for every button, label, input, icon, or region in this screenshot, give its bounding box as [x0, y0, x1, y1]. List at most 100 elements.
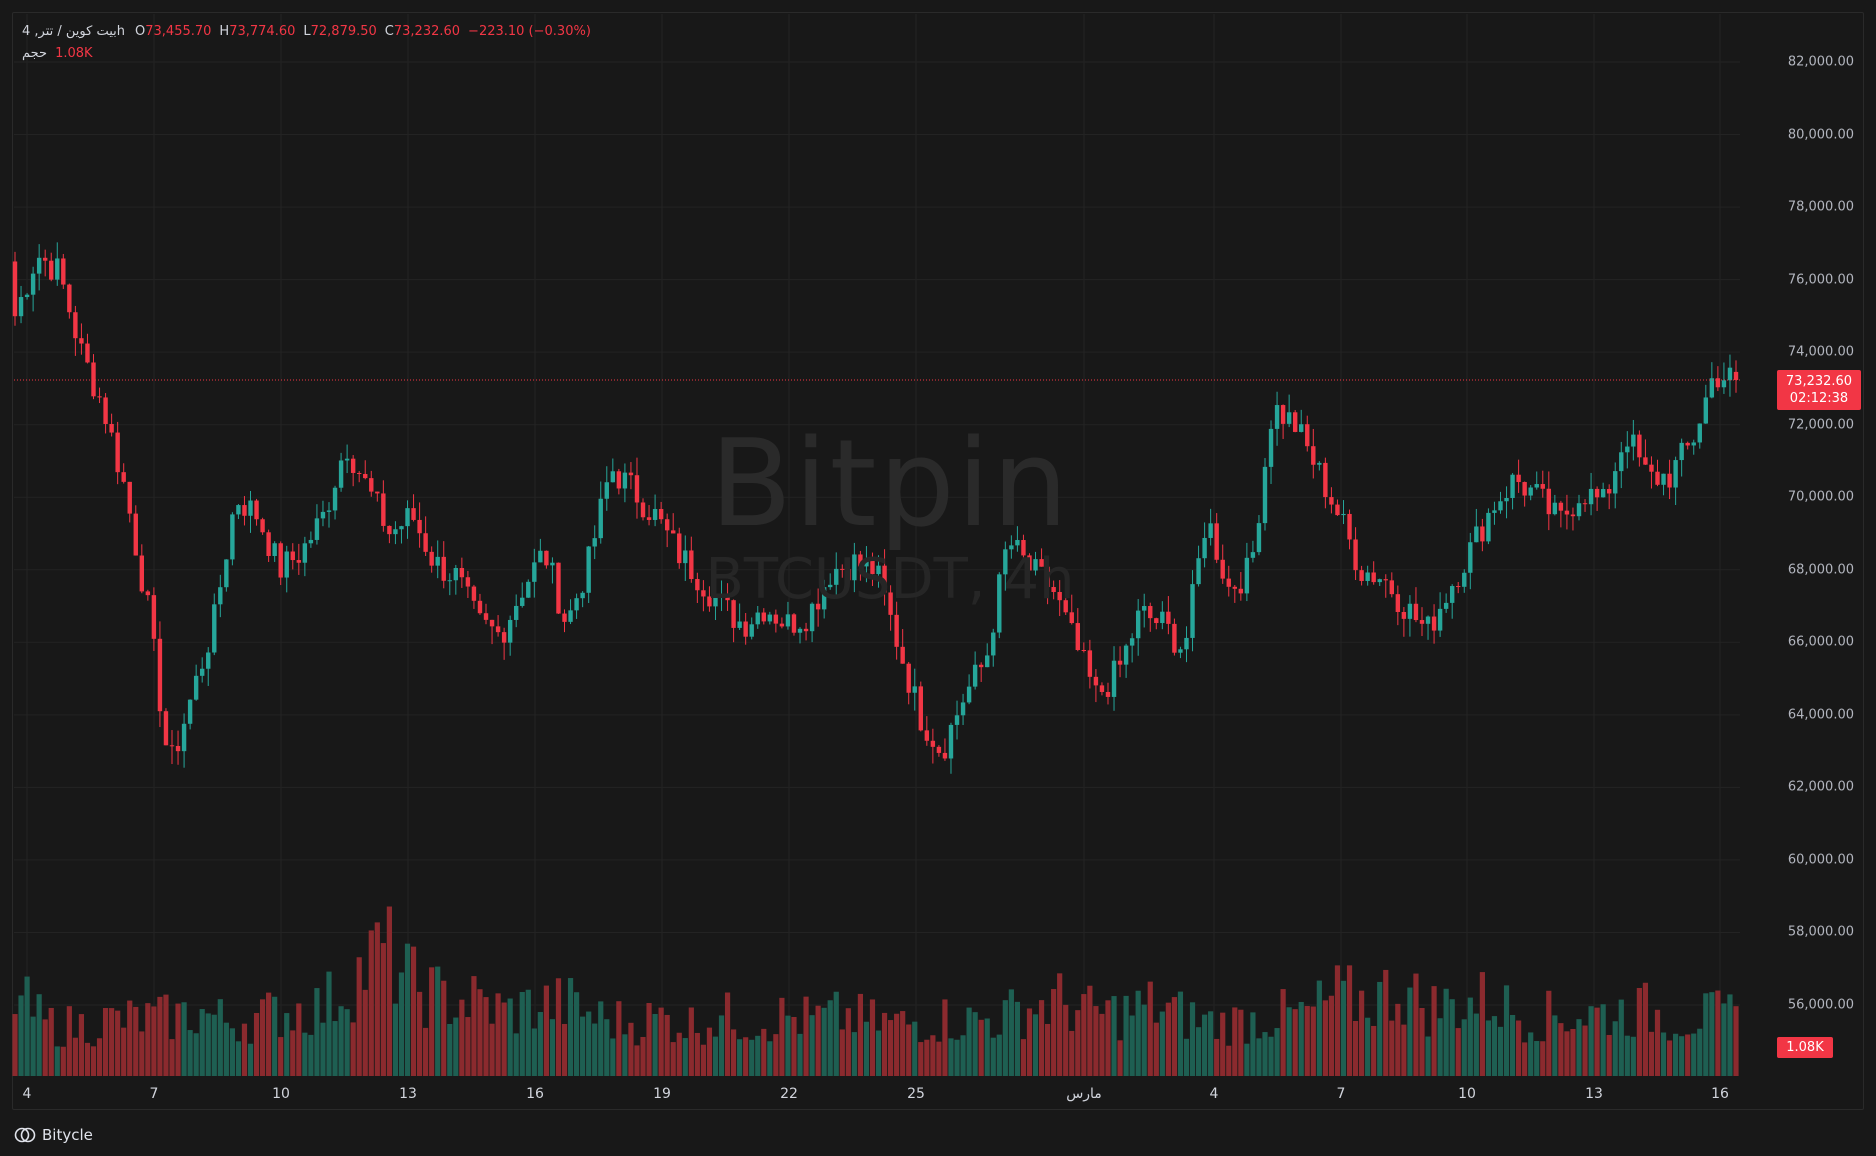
candle-body-down: [556, 562, 561, 614]
volume-bar-down: [670, 1042, 676, 1076]
volume-bar-up: [1727, 994, 1733, 1076]
candle-body-down: [1063, 600, 1068, 613]
current-volume-tag: 1.08K: [1777, 1037, 1833, 1058]
candle-body-down: [42, 257, 48, 261]
volume-bar-down: [465, 1017, 471, 1076]
candle-body-up: [1135, 610, 1141, 639]
volume-bar-down: [1431, 986, 1437, 1076]
volume-bar-down: [1038, 1000, 1045, 1076]
volume-bar-down: [1045, 1023, 1051, 1076]
volume-bar-down: [1383, 969, 1389, 1076]
volume-bar-up: [912, 1021, 918, 1076]
volume-bar-down: [1685, 1034, 1691, 1076]
candle-body-up: [344, 458, 350, 461]
candle-body-up: [1552, 502, 1558, 515]
candle-body-up: [598, 498, 603, 539]
footer-brand[interactable]: Bitycle: [14, 1122, 93, 1148]
volume-bar-up: [1660, 1032, 1667, 1076]
candle-body-up: [912, 686, 917, 693]
volume-bar-up: [1709, 992, 1715, 1076]
volume-bar-down: [628, 1022, 634, 1076]
volume-bar-up: [404, 943, 411, 1076]
volume-bar-down: [1020, 1039, 1027, 1076]
candle-body-down: [465, 577, 471, 587]
bitycle-logo-icon: [14, 1127, 36, 1143]
volume-bar-up: [821, 1007, 827, 1076]
volume-bar-up: [1697, 1028, 1703, 1076]
candle-body-down: [381, 493, 386, 526]
candle-body-up: [785, 614, 791, 627]
volume-bar-down: [942, 999, 948, 1076]
price-axis-label: 68,000.00: [1787, 562, 1854, 578]
candle-body-down: [1371, 572, 1376, 583]
volume-label[interactable]: حجم: [22, 46, 48, 61]
candle-body-up: [1528, 487, 1533, 496]
volume-bar-up: [235, 1041, 242, 1076]
price-axis-label: 74,000.00: [1787, 344, 1854, 360]
volume-bar-down: [1570, 1028, 1576, 1076]
candle-body-up: [1721, 380, 1727, 388]
candle-body-down: [429, 551, 434, 566]
volume-bar-up: [1679, 1036, 1685, 1076]
volume-bar-up: [284, 1013, 290, 1076]
volume-bar-up: [972, 1012, 978, 1076]
volume-bar-up: [1032, 1014, 1039, 1076]
volume-bar-down: [887, 1020, 894, 1076]
candle-body-down: [1226, 578, 1231, 587]
candle-body-down: [978, 664, 984, 668]
price-axis-label: 56,000.00: [1787, 997, 1854, 1013]
candle-body-down: [815, 603, 821, 610]
candle-body-up: [1033, 559, 1038, 571]
volume-bar-down: [543, 985, 549, 1076]
volume-bar-up: [1340, 980, 1347, 1076]
candle-body-down: [664, 519, 670, 531]
candle-body-down: [369, 478, 374, 492]
chart-frame[interactable]: [12, 12, 1864, 1110]
volume-bar-down: [700, 1044, 706, 1076]
current-volume-value: 1.08K: [1786, 1040, 1824, 1055]
candle-body-up: [797, 628, 803, 633]
candle-body-down: [133, 513, 138, 556]
candle-body-down: [1516, 474, 1521, 483]
candle-body-down: [139, 555, 145, 592]
volume-bar-down: [930, 1035, 936, 1076]
volume-bar-up: [1250, 1012, 1256, 1076]
volume-bar-down: [1081, 994, 1087, 1076]
volume-bar-down: [1389, 1020, 1395, 1076]
candle-body-down: [12, 261, 18, 317]
volume-bar-up: [1014, 1001, 1021, 1076]
volume-bar-down: [706, 1027, 713, 1076]
volume-bar-down: [1105, 1000, 1111, 1076]
open-key: O: [135, 24, 146, 39]
volume-bar-down: [1540, 1041, 1546, 1076]
volume-bar-down: [121, 1027, 127, 1076]
volume-bar-down: [84, 1042, 91, 1076]
candle-body-down: [634, 475, 640, 503]
volume-bar-down: [1654, 1009, 1661, 1076]
volume-bar-up: [718, 1015, 725, 1076]
candle-body-down: [1401, 611, 1407, 619]
volume-bar-up: [549, 1019, 556, 1076]
candle-body-down: [85, 343, 90, 363]
volume-bar-up: [833, 991, 839, 1076]
volume-bar-down: [72, 1037, 78, 1076]
candle-body-down: [67, 284, 72, 313]
volume-bar-up: [36, 994, 42, 1076]
candle-body-down: [930, 740, 936, 747]
symbol-label[interactable]: بیت کوین / تتر, 4h: [22, 24, 126, 39]
volume-bar-up: [537, 1012, 543, 1076]
candle-body-up: [652, 508, 658, 520]
candle-body-up: [212, 604, 217, 653]
candle-body-down: [646, 517, 652, 520]
candle-body-up: [1600, 489, 1606, 498]
candle-body-down: [169, 745, 175, 747]
candle-body-up: [1437, 608, 1443, 631]
candle-body-down: [731, 600, 736, 628]
candle-body-up: [1510, 474, 1515, 499]
volume-bar-up: [809, 1015, 815, 1076]
volume-bar-down: [1051, 989, 1057, 1076]
candle-body-up: [1661, 473, 1666, 485]
candle-body-up: [719, 595, 724, 598]
candle-body-up: [1365, 572, 1370, 581]
